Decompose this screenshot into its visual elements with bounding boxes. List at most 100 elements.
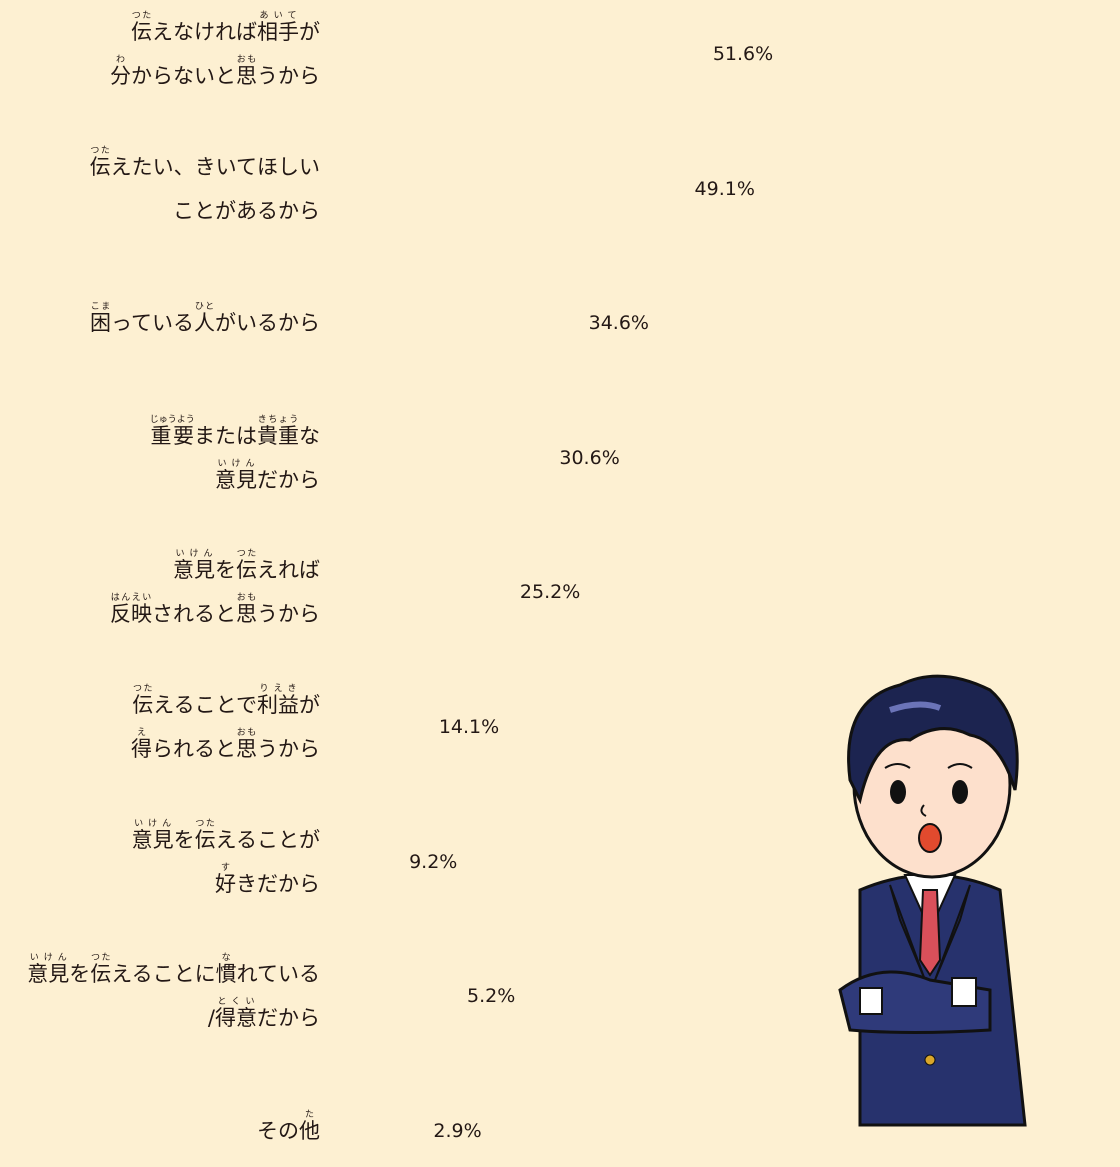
label-text: 分 [110,64,131,88]
furigana: つた [90,953,112,964]
value-label: 9.2% [409,850,458,873]
ruby-text: 人ひと [194,302,215,336]
category-label: 重要じゅうようまたは貴重きちょうな 意見いけんだから [150,414,320,502]
label-text: だから [257,467,320,492]
label-text: えなければ [152,20,257,44]
value-label: 34.6% [588,312,649,335]
label-text: を [215,558,236,583]
furigana: いけん [27,953,70,964]
ruby-text: 思おも [236,55,257,88]
furigana: つた [236,549,257,560]
furigana: す [215,862,236,873]
label-text: 重要 [149,423,195,448]
label-text: うから [257,602,320,627]
furigana: きちょう [257,414,299,425]
value-label: 51.6% [712,43,774,65]
label-text: だから [257,1006,320,1031]
label-text: えたい、きいてほしい ことがあるから [110,154,320,223]
label-text: られると [152,737,236,761]
value-label: 14.1% [438,716,500,738]
ruby-text: 伝つた [90,953,112,987]
label-text: 思 [236,737,257,761]
furigana: あいて [257,11,299,21]
label-text: 人 [194,311,215,336]
label-text: えることが [215,827,320,852]
label-text: 意見 [131,827,174,852]
label-text: えれば [257,558,320,583]
label-text: 相手 [257,20,299,44]
label-text: からないと [131,64,236,88]
ruby-text: 得意とくい [215,997,257,1031]
category-label: 伝つたえなければ相手あいてが 分わからないと思おもうから [110,10,320,98]
label-text: または [194,423,257,448]
value-label: 5.2% [466,985,516,1008]
label-text: うから [257,737,320,761]
label-text: 意見 [173,558,215,583]
illustration [838,674,1027,1127]
label-text: 得意 [215,1006,257,1031]
ruby-text: 貴重きちょう [257,415,299,448]
ruby-text: 慣な [216,953,237,986]
furigana: つた [89,145,111,156]
label-text: 伝 [89,154,111,179]
label-text: 思 [236,64,257,88]
label-text: 伝 [236,558,257,583]
furigana: こま [90,302,112,313]
ruby-text: 伝つた [89,146,111,179]
ruby-text: 伝つた [236,549,257,583]
furigana: おも [236,55,257,65]
ruby-text: 利益りえき [257,684,299,717]
label-text: がいるから [215,311,320,336]
label-text: が [299,20,320,44]
ruby-text: 反映はんえい [110,593,152,627]
value-label: 2.9% [433,1119,482,1142]
label-text: を [173,827,195,852]
value-label: 30.6% [559,446,620,469]
category-label: 伝つたえることで利益りえきが 得えられると思おもうから [131,683,320,771]
label-text: 貴重 [257,423,299,448]
furigana: りえき [257,684,299,694]
label-text: 伝 [90,962,112,987]
label-text: えることで [153,693,257,717]
label-text: っている [111,311,194,336]
label-text: 好 [215,871,236,896]
label-text: が [299,693,320,717]
furigana: え [131,728,152,738]
category-label: 意見いけんを伝つたえることが 好すきだから [132,818,320,906]
label-text: 反映 [110,602,152,627]
label-text: 伝 [132,693,154,717]
label-text: きだから [236,871,320,896]
ruby-text: 伝つた [194,819,216,852]
furigana: いけん [173,549,215,560]
label-text: うから [257,64,320,88]
label-text: 他 [299,1118,320,1143]
label-text: されると [152,602,236,627]
ruby-text: 得え [131,728,152,761]
label-text: 意見 [27,962,70,987]
category-label: 伝つたえたい、きいてほしい ことがあるから [90,145,320,233]
category-label: 困こまっている人ひとがいるから [90,301,320,345]
label-text: 伝 [131,20,152,44]
label-text: 意見 [215,467,257,492]
label-text: 困 [90,311,112,336]
furigana: ひと [194,302,215,313]
value-label: 25.2% [519,581,581,604]
label-text: 利益 [257,693,299,717]
ruby-text: 意見いけん [27,953,70,987]
furigana: た [299,1109,320,1120]
furigana: はんえい [110,593,152,604]
furigana: いけん [215,458,257,469]
ruby-text: 伝つた [131,11,152,44]
furigana: つた [131,11,152,21]
label-text: 伝 [194,827,216,852]
furigana: つた [194,818,216,829]
category-label: 意見いけんを伝つたえれば 反映はんえいされると思おもうから [110,548,320,636]
label-text: 得 [131,737,152,761]
furigana: じゅうよう [149,414,195,425]
category-label: 意見いけんを伝つたえることに慣なれている /得意とくいだから [27,952,320,1040]
ruby-text: 困こま [90,302,112,336]
label-text: えることに [111,962,216,987]
label-text: れている / [207,962,320,1031]
furigana: つた [132,684,154,694]
